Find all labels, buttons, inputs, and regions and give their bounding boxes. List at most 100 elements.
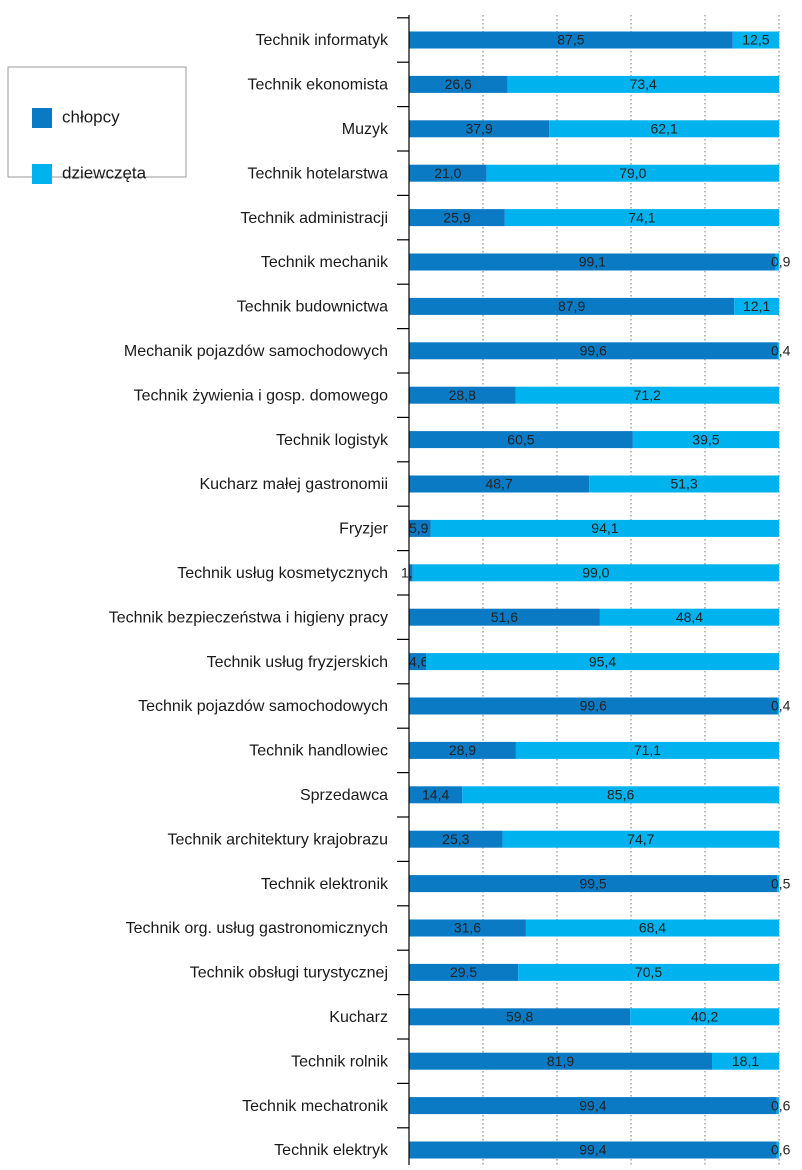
bar-segment [630, 1008, 779, 1026]
value-label: 28,8 [449, 387, 476, 403]
bar-segment [409, 31, 733, 49]
value-label: 94,1 [591, 520, 618, 536]
bar-segment [409, 1097, 777, 1115]
bar-segment [486, 164, 779, 182]
bar-segment [409, 919, 526, 937]
category-label: Technik mechanik [261, 254, 389, 271]
value-label: 87,5 [557, 32, 584, 48]
value-label: 26,6 [445, 76, 472, 92]
category-label: Technik architektury krajobrazu [167, 831, 388, 848]
value-label: 0,5 [771, 875, 791, 891]
value-label: 12,5 [742, 32, 769, 48]
bar-segment [409, 1052, 713, 1070]
value-label: 37,9 [465, 121, 492, 137]
value-label: 71,2 [634, 387, 661, 403]
category-label: Technik budownictwa [237, 299, 388, 316]
value-label: 29,5 [450, 964, 477, 980]
value-label: 99,6 [580, 698, 607, 714]
value-label: 14,4 [422, 787, 449, 803]
value-label: 0,9 [771, 254, 791, 270]
value-label: 87,9 [558, 298, 585, 314]
value-label: 99,5 [579, 875, 606, 891]
bar-segment [777, 697, 779, 715]
category-label: Technik bezpieczeństwa i higieny pracy [109, 609, 388, 626]
value-label: 74,7 [627, 831, 654, 847]
bar-segment [776, 1141, 779, 1159]
category-label: Technik żywienia i gosp. domowego [134, 387, 388, 404]
value-label: 51,6 [491, 609, 518, 625]
bar-segment [409, 297, 735, 315]
category-label: Technik hotelarstwa [247, 165, 388, 182]
value-label: 18,1 [732, 1053, 759, 1069]
bar-segment [632, 431, 779, 449]
legend-label: chłopcy [62, 107, 120, 126]
bar-segment [409, 1141, 777, 1159]
bar-segment [409, 608, 600, 626]
value-label: 74,1 [628, 209, 655, 225]
value-label: 4,6 [409, 653, 429, 669]
bar-segment [732, 31, 779, 49]
value-label: 71,1 [634, 742, 661, 758]
bar-segment [409, 75, 508, 93]
bar-segment [409, 164, 487, 182]
value-label: 73,4 [630, 76, 657, 92]
category-label: Mechanik pojazdów samochodowych [124, 343, 388, 360]
value-label: 99,6 [580, 343, 607, 359]
value-label: 40,2 [691, 1009, 718, 1025]
value-label: 70,5 [635, 964, 662, 980]
bar-segment [599, 608, 779, 626]
bar-segment [412, 564, 779, 582]
bar-segment [525, 919, 779, 937]
value-label: 28,9 [449, 742, 476, 758]
bar-segment [409, 786, 463, 804]
value-label: 99,4 [579, 1097, 606, 1113]
category-label: Technik rolnik [291, 1053, 389, 1070]
bar-segment [409, 342, 778, 360]
bar-segment [409, 253, 776, 271]
bar-segment [515, 741, 779, 759]
value-label: 99,1 [579, 254, 606, 270]
value-label: 0,4 [771, 343, 791, 359]
bar-segment [504, 209, 779, 227]
bar-segment [502, 830, 779, 848]
value-label: 0,6 [771, 1142, 791, 1158]
bar-segment [409, 653, 427, 671]
bar-segment [777, 875, 779, 893]
bar-segment [776, 1097, 779, 1115]
value-label: 21,0 [434, 165, 461, 181]
bar-segment [589, 475, 779, 493]
bar-segment [518, 963, 779, 981]
category-label: Technik administracji [240, 210, 388, 227]
bar-segment [712, 1052, 779, 1070]
value-label: 79,0 [619, 165, 646, 181]
bar-segment [515, 386, 779, 404]
legend-swatch [32, 164, 52, 184]
category-label: Technik org. usług gastronomicznych [126, 920, 388, 937]
bar-segment [409, 120, 550, 138]
value-label: 0,6 [771, 1097, 791, 1113]
category-label: Technik obsługi turystycznej [190, 965, 388, 982]
bar-segment [775, 253, 779, 271]
value-label: 95,4 [589, 653, 616, 669]
bar-segment [409, 963, 519, 981]
bar-segment [430, 519, 779, 537]
value-label: 0,4 [771, 698, 791, 714]
value-label: 39,5 [692, 431, 719, 447]
value-label: 25,9 [443, 209, 470, 225]
bar-segment [409, 741, 516, 759]
value-label: 99,0 [582, 565, 609, 581]
category-label: Technik logistyk [276, 432, 389, 449]
bar-segment [462, 786, 779, 804]
category-label: Muzyk [342, 121, 389, 138]
category-label: Technik handlowiec [249, 743, 388, 760]
value-label: 31,6 [454, 920, 481, 936]
value-label: 5,9 [409, 520, 429, 536]
category-label: Kucharz [329, 1009, 388, 1026]
category-label: Technik informatyk [256, 32, 389, 49]
category-label: Sprzedawca [300, 787, 388, 804]
value-label: 62,1 [650, 121, 677, 137]
value-label: 60,5 [507, 431, 534, 447]
category-label: Technik elektronik [261, 876, 389, 893]
